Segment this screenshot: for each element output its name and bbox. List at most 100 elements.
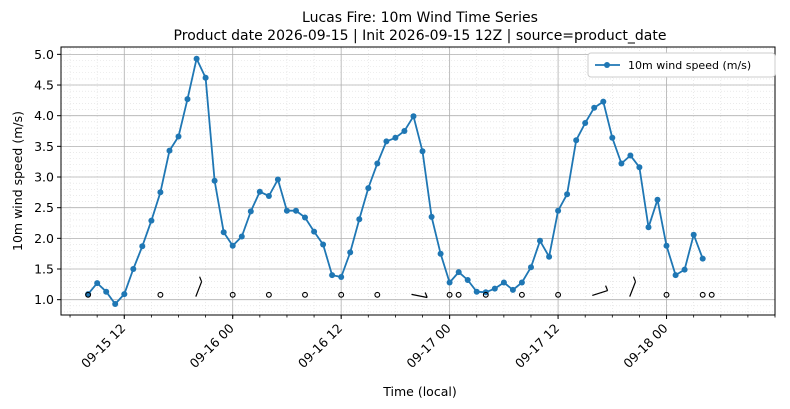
data-point: [365, 185, 372, 192]
chart-title: Lucas Fire: 10m Wind Time Series: [302, 10, 538, 26]
data-point: [320, 241, 327, 248]
data-point: [166, 147, 173, 154]
y-tick-label: 4.5: [34, 78, 54, 93]
y-tick-label: 2.0: [34, 231, 54, 246]
wind-barb-staff: [411, 293, 428, 299]
y-tick-label: 3.5: [34, 139, 54, 154]
data-point: [139, 243, 146, 250]
axis-ticks: 1.0 1.5 2.0 2.5 3.0 3.5 4.0 4.5 5.0 09-15 12 09-16…: [34, 47, 776, 371]
data-point: [293, 207, 299, 214]
wind-barb-calm: [482, 291, 489, 298]
wind-barb-staff: [195, 281, 203, 297]
wind-barb-calm: [229, 291, 236, 298]
data-point: [410, 113, 417, 120]
data-point: [202, 74, 209, 81]
x-tick-label: 09-15 12: [78, 321, 128, 371]
data-point: [419, 148, 426, 155]
data-point: [573, 137, 580, 144]
series-layer: [85, 55, 706, 307]
data-point: [157, 189, 164, 196]
data-point: [455, 269, 462, 276]
data-point: [591, 104, 598, 111]
data-point: [518, 279, 525, 286]
data-point: [437, 250, 444, 257]
data-point: [356, 216, 363, 223]
data-point: [446, 279, 453, 286]
data-point: [274, 176, 281, 183]
data-point: [302, 214, 308, 221]
data-point: [500, 279, 507, 286]
x-axis-label: Time (local): [382, 384, 456, 399]
data-point: [247, 208, 254, 215]
data-point: [193, 55, 200, 62]
y-axis-label: 10m wind speed (m/s): [10, 111, 25, 251]
wind-barb-calm: [663, 291, 670, 298]
data-point: [428, 213, 435, 220]
data-point: [392, 134, 399, 141]
data-point: [654, 196, 661, 203]
legend-box: [587, 52, 776, 78]
data-point: [130, 266, 137, 272]
data-point: [265, 193, 272, 199]
data-point: [528, 264, 534, 271]
wind-barb-calm: [455, 291, 462, 298]
y-tick-label: 5.0: [34, 47, 54, 62]
x-tick-label: 09-16 12: [295, 321, 345, 371]
data-point: [636, 164, 643, 171]
data-point: [464, 277, 471, 283]
x-tick-label: 09-17 00: [403, 320, 453, 370]
wind-barb-flag: [424, 292, 428, 298]
data-point: [229, 242, 236, 249]
data-point: [401, 128, 408, 134]
data-point: [103, 288, 110, 295]
y-tick-label: 2.5: [34, 200, 54, 215]
data-point: [175, 133, 182, 140]
data-point: [609, 134, 616, 141]
wind-barb-calm: [699, 291, 706, 298]
data-point: [238, 233, 245, 240]
wind-barb-calm: [302, 291, 308, 298]
data-point: [690, 231, 697, 238]
wind-barb-calm: [338, 291, 345, 298]
data-point: [699, 255, 706, 262]
data-point: [338, 274, 345, 280]
data-point: [663, 242, 670, 249]
data-point: [564, 191, 571, 198]
chart-subtitle: Product date 2026-09-15 | Init 2026-09-1…: [174, 28, 667, 44]
y-tick-label: 1.0: [34, 292, 54, 307]
data-point: [311, 228, 318, 235]
data-point: [546, 253, 553, 260]
data-point: [220, 229, 227, 236]
wind-barb-calm: [374, 291, 381, 298]
wind-barb-calm: [446, 291, 453, 298]
data-point: [112, 301, 119, 307]
data-point: [681, 266, 688, 273]
wind-barb-calm: [157, 291, 164, 298]
data-point: [148, 217, 155, 224]
wind-barb-staff: [629, 281, 637, 297]
data-point: [256, 188, 263, 195]
data-point: [94, 280, 101, 287]
wind-barb-flag: [605, 285, 609, 291]
data-point: [618, 160, 625, 167]
x-tick-label: 09-16 00: [186, 320, 236, 370]
data-point: [473, 288, 480, 295]
y-tick-label: 1.5: [34, 262, 54, 277]
data-point: [627, 152, 634, 159]
legend: 10m wind speed (m/s): [587, 52, 776, 78]
data-point: [329, 272, 336, 279]
data-point: [555, 207, 562, 214]
wind-barbs: [85, 276, 715, 299]
wind-barb-calm: [518, 291, 525, 298]
data-point: [283, 207, 290, 214]
plot-area-frame: [60, 46, 776, 316]
wind-barb-calm: [555, 291, 562, 298]
wind-barb-calm: [265, 291, 272, 298]
data-point: [645, 224, 652, 231]
data-point: [491, 285, 498, 292]
data-point: [672, 272, 679, 279]
minor-grid: [61, 47, 776, 315]
x-tick-label: 09-18 00: [620, 320, 670, 370]
y-tick-label: 3.0: [34, 170, 54, 185]
